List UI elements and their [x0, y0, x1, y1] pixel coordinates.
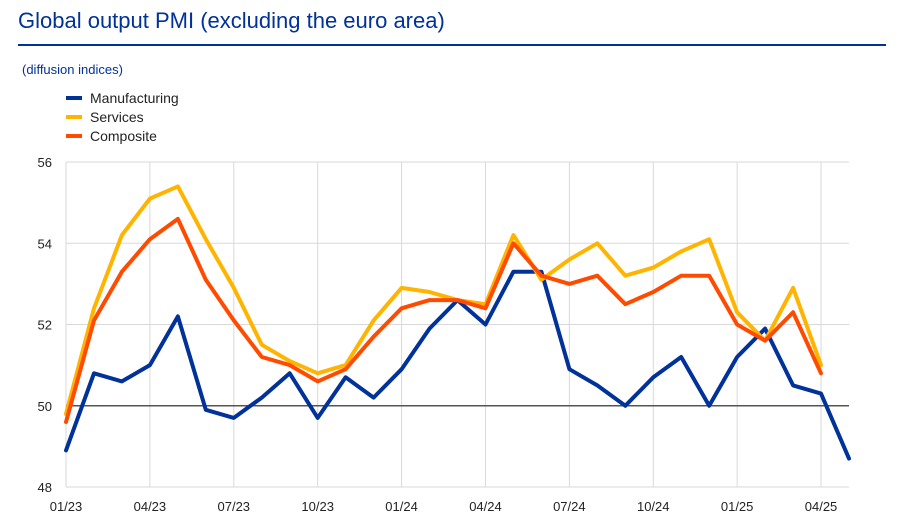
legend-swatch-manufacturing: [66, 95, 82, 100]
legend-label-services: Services: [90, 108, 144, 125]
series-line-composite: [64, 216, 823, 424]
x-tick-label: 07/24: [553, 499, 586, 514]
y-tick-label: 52: [38, 318, 52, 333]
y-tick-label: 56: [38, 155, 52, 170]
title-underline: [18, 44, 886, 46]
x-tick-label: 10/24: [637, 499, 670, 514]
x-tick-label: 01/23: [50, 499, 83, 514]
legend-item-manufacturing: Manufacturing: [66, 88, 179, 107]
x-tick-label: 04/25: [805, 499, 838, 514]
x-tick-label: 10/23: [301, 499, 334, 514]
x-tick-label: 01/25: [721, 499, 754, 514]
legend: Manufacturing Services Composite: [66, 88, 179, 145]
legend-item-composite: Composite: [66, 126, 179, 145]
legend-label-composite: Composite: [90, 127, 157, 144]
y-tick-label: 50: [38, 399, 52, 414]
legend-swatch-services: [66, 114, 82, 119]
x-tick-label: 07/23: [218, 499, 251, 514]
x-tick-label: 01/24: [385, 499, 418, 514]
series-line-services: [64, 184, 823, 416]
x-tick-label: 04/23: [134, 499, 167, 514]
x-tick-label: 04/24: [469, 499, 502, 514]
legend-item-services: Services: [66, 107, 179, 126]
chart-subtitle: (diffusion indices): [22, 62, 123, 77]
y-tick-label: 48: [38, 480, 52, 495]
legend-label-manufacturing: Manufacturing: [90, 89, 179, 106]
chart-title: Global output PMI (excluding the euro ar…: [18, 8, 445, 33]
legend-swatch-composite: [66, 133, 82, 138]
y-tick-label: 54: [38, 236, 52, 251]
